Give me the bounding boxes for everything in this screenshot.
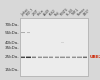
Bar <box>44 55 48 56</box>
Bar <box>83 59 87 60</box>
Bar <box>21 54 25 55</box>
Text: Raji: Raji <box>54 10 61 17</box>
Bar <box>49 57 53 58</box>
Bar <box>38 57 42 58</box>
Bar <box>72 55 76 56</box>
Text: 15kDa-: 15kDa- <box>5 68 20 72</box>
Bar <box>55 54 59 55</box>
Bar <box>21 55 25 56</box>
Text: HeLa: HeLa <box>37 9 45 17</box>
Bar <box>83 55 87 56</box>
Bar <box>44 57 48 58</box>
Text: A549: A549 <box>43 9 51 17</box>
Text: 40kDa-: 40kDa- <box>5 41 20 45</box>
Bar <box>32 58 36 59</box>
Bar <box>26 59 30 60</box>
Bar <box>72 58 76 59</box>
Bar <box>49 58 53 59</box>
Bar <box>60 56 64 57</box>
Bar <box>21 33 25 34</box>
Bar <box>66 57 70 58</box>
Bar <box>60 58 64 59</box>
Bar <box>32 57 36 58</box>
Bar <box>38 59 42 60</box>
Bar <box>60 57 64 58</box>
Bar <box>27 32 30 33</box>
Bar <box>55 59 59 60</box>
Bar <box>21 59 25 60</box>
Bar <box>44 56 48 57</box>
Bar <box>78 56 81 57</box>
Bar <box>32 55 36 56</box>
Bar <box>72 59 76 60</box>
Bar <box>55 57 59 58</box>
Bar <box>60 54 64 55</box>
Bar <box>38 58 42 59</box>
Bar <box>60 55 64 56</box>
Bar <box>49 54 53 55</box>
Bar <box>26 56 30 57</box>
Bar <box>44 59 48 60</box>
Bar <box>72 56 76 57</box>
Bar <box>38 55 42 56</box>
Bar <box>78 57 81 58</box>
Bar <box>38 54 42 55</box>
Bar <box>20 18 88 76</box>
Bar <box>78 55 81 56</box>
Bar <box>66 58 70 59</box>
Text: U937: U937 <box>82 9 91 17</box>
Bar <box>32 56 36 57</box>
Bar <box>21 57 25 58</box>
Bar <box>55 58 59 59</box>
Bar <box>72 57 76 58</box>
Bar <box>83 56 87 57</box>
Bar <box>49 55 53 56</box>
Text: Ramos: Ramos <box>77 7 87 17</box>
Text: THP-1: THP-1 <box>71 8 80 17</box>
Bar <box>83 58 87 59</box>
Bar <box>26 55 30 56</box>
Bar <box>66 55 70 56</box>
Text: UBE2K: UBE2K <box>90 55 100 59</box>
Bar <box>21 32 25 33</box>
Bar <box>49 56 53 57</box>
Bar <box>38 56 42 57</box>
Bar <box>66 59 70 60</box>
Text: HL-60: HL-60 <box>65 8 74 17</box>
Bar <box>21 58 25 59</box>
Bar <box>49 59 53 60</box>
Text: 35kDa-: 35kDa- <box>5 46 20 50</box>
Text: 55kDa-: 55kDa- <box>5 31 20 35</box>
Text: 293T: 293T <box>31 9 40 17</box>
Text: 70kDa-: 70kDa- <box>5 23 20 27</box>
Bar <box>26 54 30 55</box>
Text: Jurkat: Jurkat <box>20 8 29 17</box>
Bar <box>66 56 70 57</box>
Text: MOLT4: MOLT4 <box>60 8 69 17</box>
Bar <box>78 54 81 55</box>
Bar <box>32 59 36 60</box>
Bar <box>21 31 25 32</box>
Text: K562: K562 <box>48 9 57 17</box>
Bar <box>83 54 87 55</box>
Bar <box>32 54 36 55</box>
Bar <box>55 55 59 56</box>
Bar <box>44 58 48 59</box>
Bar <box>26 57 30 58</box>
Bar <box>78 58 81 59</box>
Bar <box>26 58 30 59</box>
Text: MCF-7: MCF-7 <box>26 8 35 17</box>
Bar <box>66 54 70 55</box>
Bar <box>72 54 76 55</box>
Bar <box>83 57 87 58</box>
Bar <box>27 31 30 32</box>
Bar <box>60 59 64 60</box>
Text: 25kDa-: 25kDa- <box>5 55 20 59</box>
Bar <box>44 54 48 55</box>
Bar <box>78 59 81 60</box>
Bar <box>21 56 25 57</box>
Bar <box>55 56 59 57</box>
Bar <box>27 33 30 34</box>
